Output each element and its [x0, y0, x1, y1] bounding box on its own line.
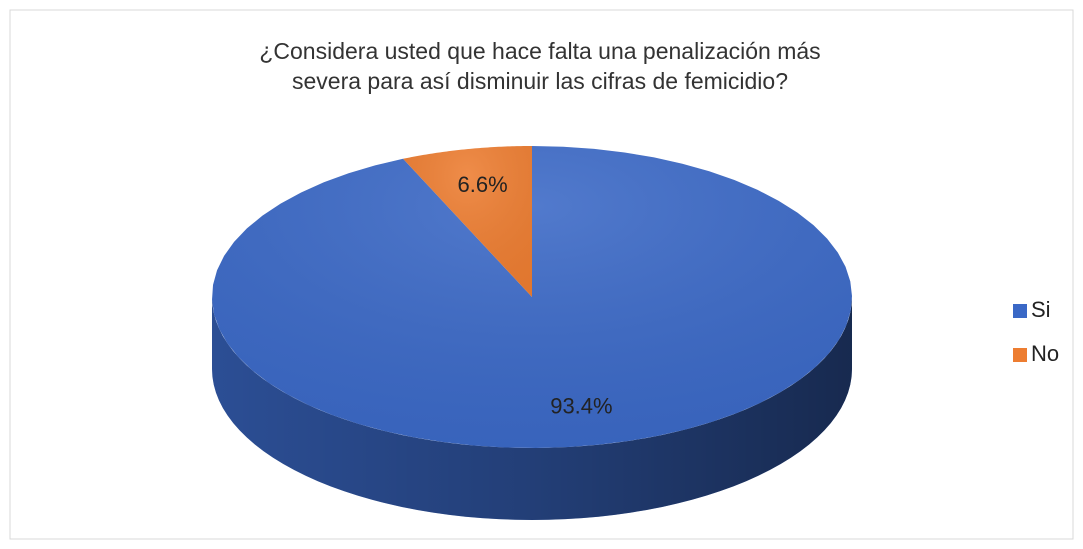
slice-shade: [212, 146, 852, 448]
data-label: 6.6%: [458, 172, 508, 197]
slice-shade: [403, 146, 532, 297]
legend-swatch: [1013, 304, 1027, 318]
chart-title: ¿Considera usted que hace falta una pena…: [259, 38, 821, 94]
slice-side-shade: [212, 297, 852, 520]
legend-label: No: [1031, 341, 1059, 366]
data-label: 93.4%: [550, 394, 612, 419]
legend-swatch: [1013, 348, 1027, 362]
legend-label: Si: [1031, 297, 1051, 322]
